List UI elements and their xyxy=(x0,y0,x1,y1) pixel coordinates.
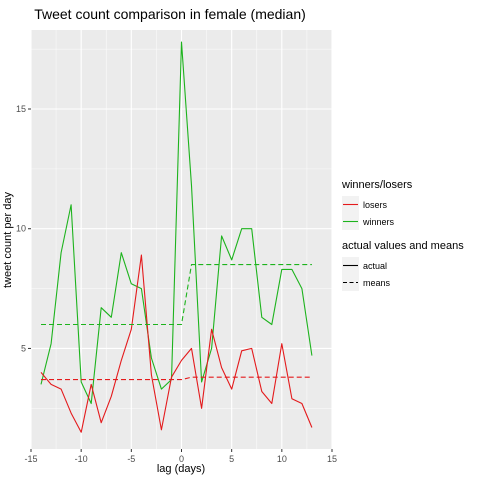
y-tick-label: 5 xyxy=(21,343,26,353)
y-tick-label: 15 xyxy=(16,104,26,114)
x-tick-label: 15 xyxy=(327,454,337,464)
legend-label: actual xyxy=(363,261,387,271)
legend-label: winners xyxy=(362,217,395,227)
x-tick-label: 0 xyxy=(179,454,184,464)
legend-label: losers xyxy=(363,200,388,210)
x-axis-label: lag (days) xyxy=(157,463,205,475)
x-tick-label: -5 xyxy=(127,454,135,464)
y-axis-label: tweet count per day xyxy=(2,192,14,289)
legend: winners/losers losers winners actual values… xyxy=(341,179,464,291)
axes: -15 -10 -5 0 5 10 15 5 10 15 xyxy=(16,104,337,464)
legend-label: means xyxy=(363,278,391,288)
x-tick-label: -15 xyxy=(24,454,37,464)
y-tick-label: 10 xyxy=(16,224,26,234)
x-tick-label: -10 xyxy=(75,454,88,464)
chart-title: Tweet count comparison in female (median… xyxy=(34,6,306,22)
legend-title: actual values and means xyxy=(342,240,464,252)
plot-area xyxy=(40,41,313,433)
series-line-losers-means xyxy=(41,376,312,381)
series-line-winners-means xyxy=(41,264,312,326)
series-line-winners-actual xyxy=(40,41,313,405)
series-line-losers-actual xyxy=(40,254,313,433)
x-tick-label: 5 xyxy=(229,454,234,464)
x-tick-label: 10 xyxy=(277,454,287,464)
legend-title: winners/losers xyxy=(341,179,413,191)
